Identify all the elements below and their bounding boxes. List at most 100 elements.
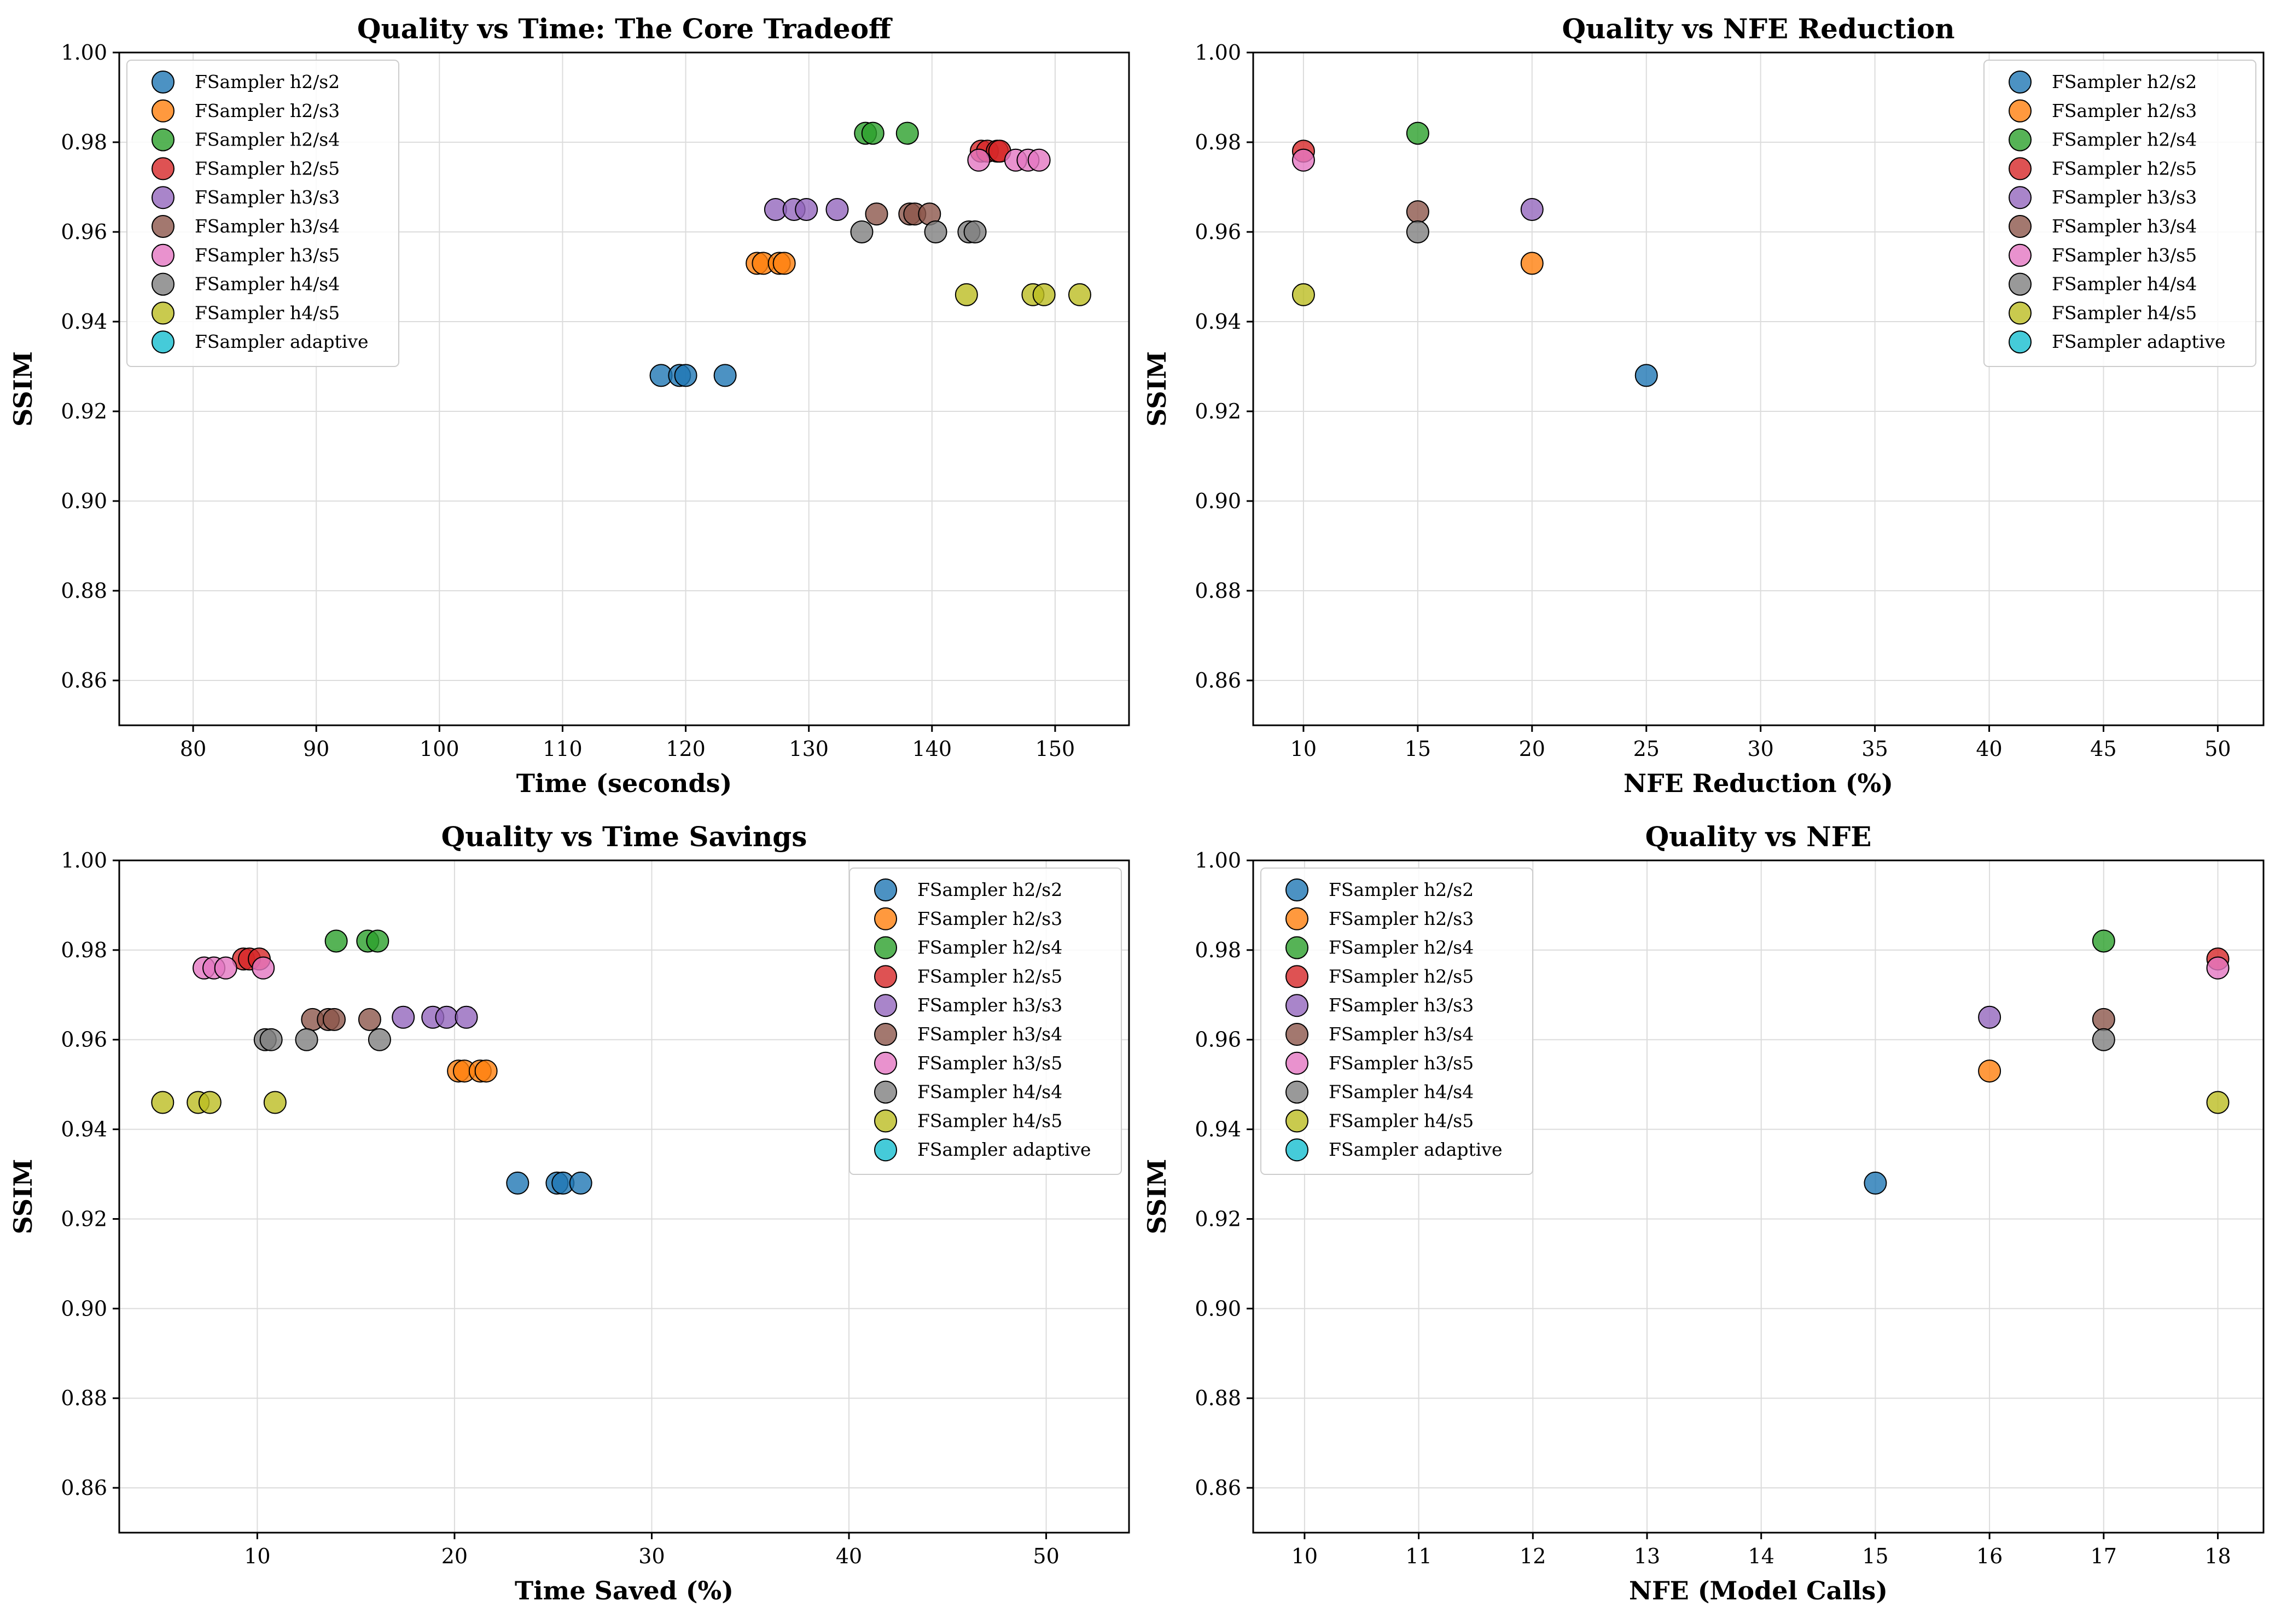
data-point-fsampler-h3-s3 [795, 198, 818, 221]
legend-label: FSampler h2/s2 [917, 879, 1062, 900]
x-tick-label: 45 [2090, 737, 2116, 761]
x-tick-label: 13 [1634, 1544, 1660, 1568]
data-point-fsampler-h2-s2 [713, 364, 737, 387]
data-point-fsampler-h2-s3 [772, 252, 796, 275]
legend-label: FSampler h3/s3 [2052, 187, 2197, 208]
data-point-fsampler-h3-s5 [2206, 956, 2230, 980]
x-tick-label: 140 [912, 737, 952, 761]
legend-label: FSampler h2/s5 [195, 158, 340, 179]
y-tick-label: 0.88 [61, 1386, 107, 1410]
y-tick-label: 0.86 [61, 1476, 107, 1500]
legend-marker [1285, 936, 1308, 959]
legend-label: FSampler h3/s3 [917, 994, 1062, 1016]
legend-marker [2009, 128, 2032, 152]
x-tick-label: 14 [1748, 1544, 1774, 1568]
legend-marker [1285, 1109, 1308, 1133]
legend-label: FSampler h3/s5 [195, 245, 340, 266]
x-tick-label: 30 [638, 1544, 665, 1568]
legend-box [1260, 868, 1533, 1175]
legend-marker [152, 71, 174, 94]
data-point-fsampler-h3-s4 [358, 1008, 381, 1031]
y-tick-label: 1.00 [1195, 848, 1241, 872]
y-tick-label: 0.92 [1195, 399, 1241, 423]
y-tick-label: 0.90 [61, 489, 107, 513]
x-tick-label: 15 [1862, 1544, 1888, 1568]
legend-marker [2009, 71, 2032, 94]
x-tick-label: 40 [1976, 737, 2002, 761]
y-tick-label: 0.96 [61, 220, 107, 244]
legend: FSampler h2/s2 FSampler h2/s3 FSampler h2/… [849, 868, 1122, 1175]
data-point-fsampler-h3-s4 [2092, 1008, 2115, 1031]
data-point-fsampler-h4-s4 [924, 220, 947, 243]
legend-marker [874, 907, 897, 930]
legend-label: FSampler h3/s4 [2052, 216, 2197, 237]
x-axis-label: Time Saved (%) [515, 1576, 734, 1605]
x-tick-label: 100 [420, 737, 459, 761]
y-tick-label: 0.88 [1195, 579, 1241, 603]
y-tick-label: 0.94 [1195, 1117, 1241, 1142]
data-point-fsampler-h4-s5 [198, 1091, 222, 1114]
y-tick-label: 1.00 [1195, 40, 1241, 65]
plot-frame [118, 51, 1130, 726]
legend-label: FSampler h4/s5 [195, 302, 340, 323]
legend-label: FSampler h2/s5 [1329, 965, 1474, 987]
legend-marker [874, 1138, 897, 1162]
data-point-fsampler-h4-s4 [1406, 220, 1429, 243]
chart-panel-4: 10 11 12 13 14 15 16 17 18 0.86 0.88 0.90 0.92 0.94 0.… [1142, 820, 2265, 1605]
x-tick-label: 150 [1035, 737, 1075, 761]
data-point-fsampler-h3-s5 [252, 956, 275, 980]
x-tick-label: 50 [1033, 1544, 1059, 1568]
y-tick-label: 0.98 [61, 938, 107, 962]
x-axis-label: NFE Reduction (%) [1624, 769, 1893, 798]
data-point-fsampler-h2-s3 [1978, 1060, 2001, 1083]
legend-marker [2009, 272, 2032, 296]
x-tick-label: 15 [1405, 737, 1431, 761]
y-axis-label: SSIM [8, 351, 38, 427]
legend-label: FSampler h2/s3 [195, 100, 340, 121]
y-tick-label: 0.94 [61, 1117, 107, 1142]
legend-marker [152, 215, 174, 238]
data-point-fsampler-h3-s4 [322, 1008, 346, 1031]
data-point-fsampler-h3-s4 [1406, 200, 1429, 224]
legend-marker [152, 128, 174, 152]
data-point-fsampler-h2-s4 [324, 929, 348, 953]
legend-box [1983, 60, 2256, 367]
y-tick-label: 0.98 [1195, 938, 1241, 962]
legend-marker [874, 1080, 897, 1104]
data-point-fsampler-h2-s4 [2092, 929, 2115, 953]
x-tick-label: 10 [244, 1544, 270, 1568]
legend-marker [874, 1109, 897, 1133]
legend-marker [152, 243, 174, 267]
y-tick-label: 1.00 [61, 40, 107, 65]
data-point-fsampler-h4-s5 [263, 1091, 287, 1114]
legend-label: FSampler h2/s4 [195, 129, 340, 150]
plot-frame [1252, 51, 2265, 726]
x-tick-label: 16 [1976, 1544, 2003, 1568]
legend-label: FSampler h4/s5 [917, 1110, 1062, 1131]
legend-marker [1285, 907, 1308, 930]
legend-label: FSampler adaptive [2052, 331, 2226, 352]
data-point-fsampler-h3-s4 [865, 202, 888, 226]
x-tick-label: 12 [1520, 1544, 1546, 1568]
x-tick-label: 20 [441, 1544, 468, 1568]
legend-label: FSampler h4/s5 [2052, 302, 2197, 323]
data-point-fsampler-h2-s4 [366, 929, 389, 953]
x-tick-label: 80 [180, 737, 206, 761]
data-point-fsampler-h2-s4 [861, 121, 885, 145]
legend-marker [1285, 965, 1308, 988]
y-tick-label: 0.94 [1195, 310, 1241, 334]
data-point-fsampler-h2-s2 [506, 1171, 529, 1195]
chart-panel-3: 10 20 30 40 50 0.86 0.88 0.90 0.92 0.94 0.96 0.98 1.… [8, 820, 1130, 1605]
legend-label: FSampler h2/s4 [2052, 129, 2197, 150]
legend-marker [2009, 99, 2032, 123]
legend-marker [874, 965, 897, 988]
legend-label: FSampler h3/s5 [917, 1052, 1062, 1074]
data-point-fsampler-h4-s5 [1068, 283, 1091, 306]
y-tick-label: 0.98 [61, 130, 107, 154]
legend-marker [874, 878, 897, 901]
legend-marker [1285, 1023, 1308, 1046]
y-tick-label: 0.86 [1195, 668, 1241, 692]
y-tick-label: 0.92 [61, 399, 107, 423]
legend-label: FSampler h3/s3 [195, 187, 340, 208]
x-tick-label: 10 [1290, 737, 1317, 761]
